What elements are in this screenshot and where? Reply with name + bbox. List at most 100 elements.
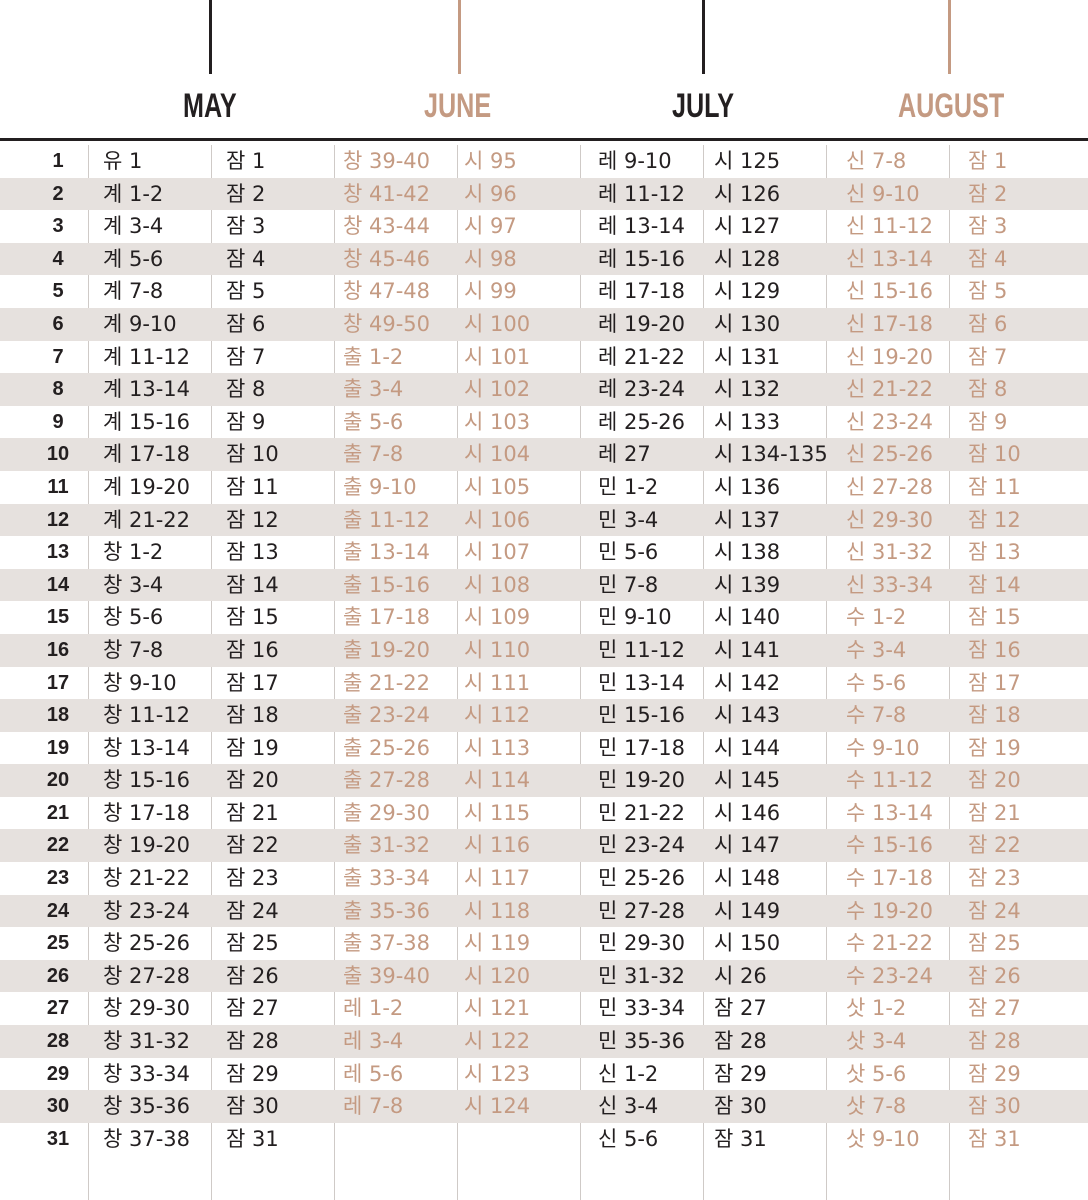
day-number-cell: 6 (52, 312, 64, 335)
june-psalm-cell: 시 97 (464, 214, 517, 239)
june-header-tick (458, 0, 461, 74)
june-psalm-cell: 시 103 (464, 409, 531, 434)
may-proverbs-cell: 잠 11 (226, 474, 279, 499)
july-reading-cell: 민 5-6 (598, 540, 659, 565)
table-row: 14 창 3-4 잠 14 출 15-16 시 108 민 7-8 시 139 신 33-34… (0, 568, 1088, 602)
august-reading-cell: 신 23-24 (846, 409, 934, 434)
may-proverbs-cell: 잠 1 (226, 149, 266, 173)
july-reading-cell: 레 15-16 (598, 246, 686, 271)
august-reading-cell: 수 5-6 (846, 670, 907, 695)
july-psalm-cell: 시 132 (714, 377, 781, 402)
table-row: 3 계 3-4 잠 3 창 43-44 시 97 레 13-14 시 127 신 11-12 잠… (0, 210, 1088, 243)
table-row: 8 계 13-14 잠 8 출 3-4 시 102 레 23-24 시 132 신 21-22… (0, 373, 1088, 406)
month-heading-july: JULY (672, 87, 735, 125)
may-proverbs-cell: 잠 26 (226, 963, 279, 988)
august-proverbs-cell: 잠 14 (968, 572, 1021, 597)
july-psalm-cell: 시 141 (714, 637, 781, 662)
june-reading-cell: 출 23-24 (343, 703, 431, 728)
may-proverbs-cell: 잠 14 (226, 572, 279, 597)
august-reading-cell: 신 29-30 (846, 507, 934, 532)
may-proverbs-cell: 잠 7 (226, 344, 266, 369)
table-row: 26 창 27-28 잠 26 출 39-40 시 120 민 31-32 시 26 수 23… (0, 959, 1088, 993)
june-reading-cell: 창 45-46 (343, 246, 431, 271)
may-reading-cell: 창 31-32 (103, 1029, 191, 1054)
june-reading-cell: 출 7-8 (343, 442, 404, 467)
july-reading-cell: 민 25-26 (598, 866, 686, 891)
august-reading-cell: 신 15-16 (846, 279, 934, 304)
may-proverbs-cell: 잠 31 (226, 1126, 279, 1151)
may-reading-cell: 유 1 (103, 149, 143, 173)
may-proverbs-cell: 잠 8 (226, 377, 266, 402)
table-row: 15 창 5-6 잠 15 출 17-18 시 109 민 9-10 시 140 수 1-2 잠… (0, 601, 1088, 634)
august-reading-cell: 신 7-8 (846, 149, 907, 173)
june-psalm-cell: 시 118 (464, 898, 531, 923)
august-reading-cell: 신 11-12 (846, 214, 934, 239)
may-proverbs-cell: 잠 4 (226, 246, 266, 271)
july-psalm-cell: 시 137 (714, 507, 781, 532)
may-reading-cell: 창 7-8 (103, 637, 164, 662)
july-reading-cell: 민 33-34 (598, 996, 686, 1021)
july-psalm-cell: 시 142 (714, 670, 781, 695)
july-reading-cell: 레 21-22 (598, 344, 686, 369)
may-proverbs-cell: 잠 29 (226, 1061, 279, 1086)
day-number-cell: 9 (52, 410, 64, 433)
july-psalm-cell: 잠 31 (714, 1126, 767, 1151)
june-reading-cell: 출 35-36 (343, 898, 431, 923)
table-row: 16 창 7-8 잠 16 출 19-20 시 110 민 11-12 시 141 수 3-4… (0, 633, 1088, 667)
column-separator (211, 145, 212, 1200)
june-psalm-cell: 시 105 (464, 474, 531, 499)
june-reading-cell: 출 27-28 (343, 768, 431, 793)
july-psalm-cell: 시 127 (714, 214, 781, 239)
june-reading-cell: 출 25-26 (343, 735, 431, 760)
july-psalm-cell: 시 140 (714, 605, 781, 630)
may-reading-cell: 창 9-10 (103, 670, 177, 695)
june-psalm-cell: 시 110 (464, 637, 531, 662)
august-proverbs-cell: 잠 9 (968, 409, 1008, 434)
table-row: 18 창 11-12 잠 18 출 23-24 시 112 민 15-16 시 143 수 7… (0, 699, 1088, 732)
august-proverbs-cell: 잠 2 (968, 181, 1008, 206)
day-number-cell: 29 (46, 1062, 70, 1085)
july-psalm-cell: 시 143 (714, 703, 781, 728)
august-reading-cell: 신 17-18 (846, 311, 934, 336)
june-reading-cell: 출 5-6 (343, 409, 404, 434)
july-reading-cell: 레 13-14 (598, 214, 686, 239)
august-proverbs-cell: 잠 13 (968, 540, 1021, 565)
may-proverbs-cell: 잠 9 (226, 409, 266, 434)
july-psalm-cell: 시 150 (714, 931, 781, 956)
august-proverbs-cell: 잠 29 (968, 1061, 1021, 1086)
day-number-cell: 10 (46, 443, 70, 466)
may-reading-cell: 창 23-24 (103, 898, 191, 923)
table-row: 23 창 21-22 잠 23 출 33-34 시 117 민 25-26 시 148 수 1… (0, 862, 1088, 895)
day-number-cell: 8 (52, 378, 64, 401)
july-reading-cell: 레 25-26 (598, 409, 686, 434)
may-reading-cell: 계 3-4 (103, 214, 164, 239)
june-psalm-cell: 시 121 (464, 996, 531, 1021)
may-reading-cell: 창 17-18 (103, 800, 191, 825)
may-proverbs-cell: 잠 23 (226, 866, 279, 891)
july-psalm-cell: 시 148 (714, 866, 781, 891)
august-proverbs-cell: 잠 30 (968, 1094, 1021, 1119)
day-number-cell: 18 (46, 704, 70, 727)
table-row: 29 창 33-34 잠 29 레 5-6 시 123 신 1-2 잠 29 삿 5-6 잠 2… (0, 1058, 1088, 1091)
may-proverbs-cell: 잠 18 (226, 703, 279, 728)
august-proverbs-cell: 잠 10 (968, 442, 1021, 467)
august-reading-cell: 삿 3-4 (846, 1029, 907, 1054)
may-reading-cell: 계 15-16 (103, 409, 191, 434)
june-psalm-cell: 시 109 (464, 605, 531, 630)
june-reading-cell: 출 29-30 (343, 800, 431, 825)
july-psalm-cell: 시 144 (714, 735, 781, 760)
july-reading-cell: 민 29-30 (598, 931, 686, 956)
may-reading-cell: 창 21-22 (103, 866, 191, 891)
may-proverbs-cell: 잠 12 (226, 507, 279, 532)
august-proverbs-cell: 잠 22 (968, 833, 1021, 858)
day-number-cell: 4 (52, 247, 64, 270)
august-reading-cell: 삿 7-8 (846, 1094, 907, 1119)
may-proverbs-cell: 잠 25 (226, 931, 279, 956)
month-heading-august: AUGUST (898, 87, 1005, 125)
day-number-cell: 31 (46, 1127, 70, 1150)
june-reading-cell: 레 1-2 (343, 996, 404, 1021)
august-proverbs-cell: 잠 18 (968, 703, 1021, 728)
day-number-cell: 16 (46, 638, 70, 661)
may-reading-cell: 창 13-14 (103, 735, 191, 760)
column-separator (703, 145, 704, 1200)
